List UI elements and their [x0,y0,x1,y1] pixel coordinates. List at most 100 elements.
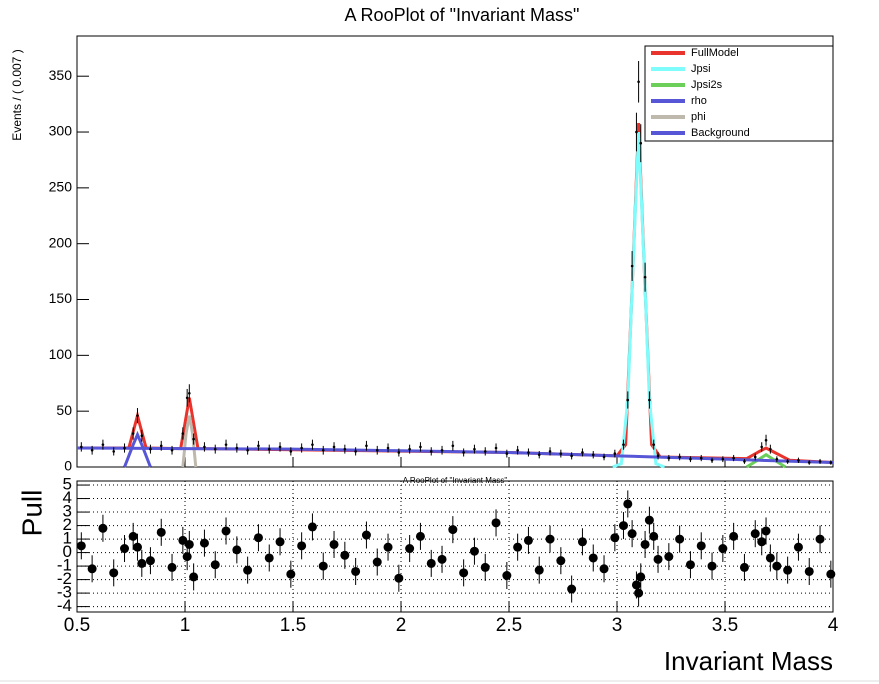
y-tick-label: -2 [57,569,72,588]
data-point [76,541,86,551]
data-point [761,526,771,536]
data-point [527,451,530,454]
data-point [675,534,685,544]
data-point [685,560,695,570]
data-point [131,432,135,435]
data-point [721,457,725,461]
data-point [534,565,544,575]
data-point [286,569,296,579]
data-point [332,445,336,449]
data-point [365,444,368,448]
legend-label: Jpsi2s [691,79,723,91]
data-point [757,537,767,547]
data-point [448,525,458,535]
data-point [297,541,307,551]
data-point [556,556,566,566]
y-tick-label: 50 [56,402,72,418]
data-point [311,443,314,446]
chart-title: A RooPlot of "Invariant Mass" [345,5,580,25]
data-point [772,561,782,571]
x-tick-label: 1 [180,615,191,636]
data-point [699,456,703,460]
data-point [275,537,285,547]
data-point [639,141,643,145]
data-point [591,453,595,457]
data-point [636,572,646,582]
data-point [203,445,206,449]
data-point [451,444,455,448]
data-point [156,527,166,537]
data-point [502,571,512,581]
data-point [361,530,371,540]
data-point [630,264,634,268]
data-point [689,457,692,461]
data-point [739,562,749,572]
data-point [505,452,509,455]
data-point [112,450,116,453]
x-tick-label: 0.5 [64,615,90,636]
data-point [613,452,617,455]
data-point [321,448,325,452]
data-point [189,572,199,582]
data-point [760,445,764,449]
data-point [602,455,606,459]
data-point [397,451,401,454]
data-point [128,531,138,541]
data-point [622,443,625,446]
data-point [710,459,714,462]
y-tick-label: 150 [49,290,73,306]
y-axis-label: Pull [16,490,47,537]
data-point [408,447,411,451]
y-tick-label: 4 [63,488,72,507]
legend-label: Jpsi [691,63,711,75]
data-point [750,529,760,539]
data-point [192,437,195,441]
curve [181,415,198,468]
data-point [640,539,650,549]
data-point [804,566,814,576]
data-point [635,130,638,134]
data-point [656,454,660,458]
legend-label: FullModel [691,47,739,59]
data-point [140,434,144,438]
data-point [649,531,659,541]
data-point [567,584,577,594]
data-point [829,461,833,464]
data-point [696,541,706,551]
data-point [289,450,293,453]
data-point [159,444,163,448]
y-tick-label: 0 [63,542,72,561]
data-point [618,521,628,531]
data-point [372,557,382,567]
data-point [491,518,501,528]
x-tick-label: 3 [612,615,623,636]
data-point [264,553,274,563]
data-point [769,447,772,451]
data-point [570,454,573,458]
data-point [548,450,552,453]
y-tick-label: 2 [63,515,72,534]
legend-box [644,45,834,142]
data-point [581,451,584,454]
data-point [588,553,598,563]
data-point [494,446,498,450]
data-point [394,573,404,583]
data-point [199,538,209,548]
data-point [149,447,152,451]
data-point [577,537,587,547]
x-tick-label: 2.5 [496,615,522,636]
data-point [826,569,836,579]
data-point [793,542,803,552]
legend-label: phi [691,111,706,123]
data-point [188,392,191,395]
x-tick-label: 2 [396,615,407,636]
data-point [167,562,177,572]
y-tick-label: 250 [49,179,73,195]
data-point [775,457,779,461]
data-point [483,450,487,453]
data-point [786,460,789,463]
data-point [80,445,83,449]
data-point [405,544,415,554]
data-point [178,535,188,545]
